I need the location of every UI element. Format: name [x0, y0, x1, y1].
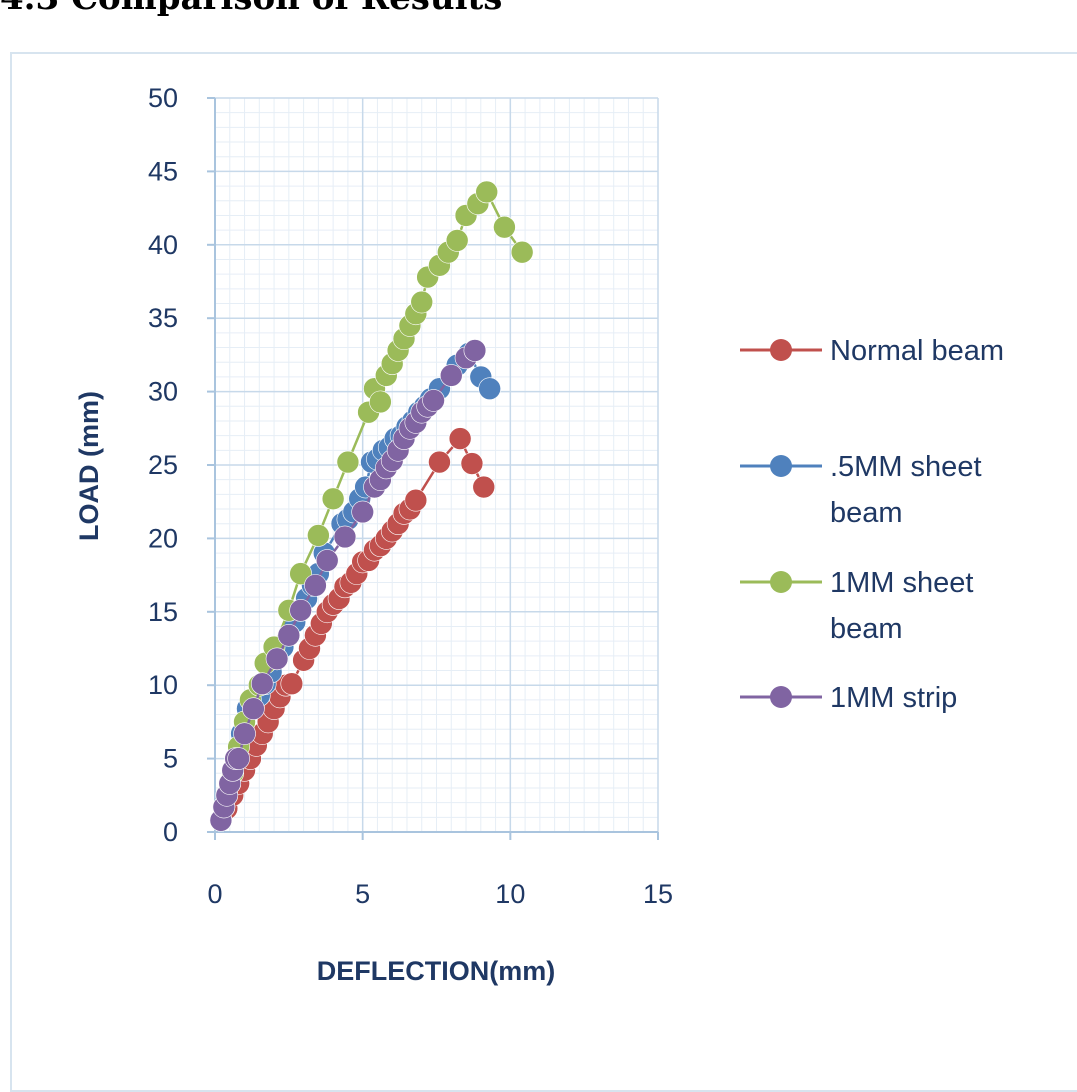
data-point [463, 339, 487, 362]
x-tick-label: 0 [207, 879, 222, 909]
data-point [307, 524, 330, 547]
data-point [460, 452, 484, 475]
data-point [280, 672, 304, 696]
data-point [227, 747, 250, 770]
data-point [277, 623, 301, 647]
legend-label: 1MM strip [830, 682, 957, 714]
y-tick-label: 0 [163, 817, 178, 847]
y-tick-label: 25 [148, 450, 178, 480]
legend-label-line: beam [830, 497, 903, 529]
legend-item: .5MM sheet beam [740, 451, 982, 529]
legend-marker [770, 571, 792, 593]
data-point [304, 574, 327, 597]
y-tick-label: 40 [148, 230, 178, 260]
legend-label: 1MM sheet beam [830, 567, 973, 645]
y-tick-label: 15 [148, 597, 178, 627]
legend-marker [770, 455, 792, 477]
y-axis-title: LOAD (mm) [74, 391, 104, 541]
legend-label-line: 1MM strip [830, 682, 957, 714]
data-point [475, 180, 499, 204]
data-point [445, 229, 469, 252]
chart-svg: 0 5 10 15 20 25 30 35 40 45 50 0 5 10 15 DEFLECTION(mm… [74, 83, 1004, 986]
series-1 [209, 427, 496, 832]
series-4 [209, 339, 487, 832]
data-point [369, 390, 392, 414]
section-heading: 4.3 Comparison of Results [0, 0, 502, 18]
data-point [478, 377, 501, 400]
data-point [321, 487, 345, 511]
legend-label: .5MM sheet beam [830, 451, 982, 529]
data-point [250, 672, 274, 696]
y-tick-label: 50 [148, 83, 178, 113]
data-point [242, 697, 265, 720]
x-tick-label: 15 [643, 879, 673, 909]
y-tick-label: 20 [148, 523, 178, 553]
series-layer [209, 180, 534, 832]
data-point [422, 389, 445, 412]
data-point [404, 488, 428, 512]
y-tick-label: 35 [148, 303, 178, 333]
data-point [336, 450, 360, 474]
y-tick-label: 10 [148, 670, 178, 700]
legend-label-line: beam [830, 613, 903, 645]
legend-marker [770, 686, 792, 708]
data-point [439, 364, 463, 387]
y-tick-label: 5 [163, 744, 178, 774]
x-tick-label: 10 [495, 879, 525, 909]
data-point [472, 475, 496, 499]
x-axis-title: DEFLECTION(mm) [317, 956, 556, 986]
data-point [493, 215, 516, 239]
data-point [351, 500, 374, 524]
data-point [410, 290, 434, 314]
legend-label-line: Normal beam [830, 335, 1004, 367]
data-point [315, 549, 339, 572]
data-point [233, 722, 256, 745]
legend-item: 1MM strip [740, 682, 957, 714]
data-point [448, 427, 472, 450]
x-tick-label: 5 [355, 879, 370, 909]
axes: 0 5 10 15 20 25 30 35 40 45 50 0 5 10 15 [148, 83, 673, 909]
data-point [510, 240, 534, 264]
legend-label: Normal beam [830, 335, 1004, 367]
data-point [428, 450, 451, 474]
data-point [265, 647, 289, 671]
legend-label-line: 1MM sheet [830, 567, 973, 599]
legend-item: Normal beam [740, 335, 1004, 367]
y-tick-label: 45 [148, 156, 178, 186]
data-point [333, 525, 357, 549]
data-point [289, 599, 312, 622]
legend-label-line: .5MM sheet [830, 451, 982, 483]
legend-item: 1MM sheet beam [740, 567, 973, 645]
legend-marker [770, 339, 792, 361]
y-tick-label: 30 [148, 377, 178, 407]
